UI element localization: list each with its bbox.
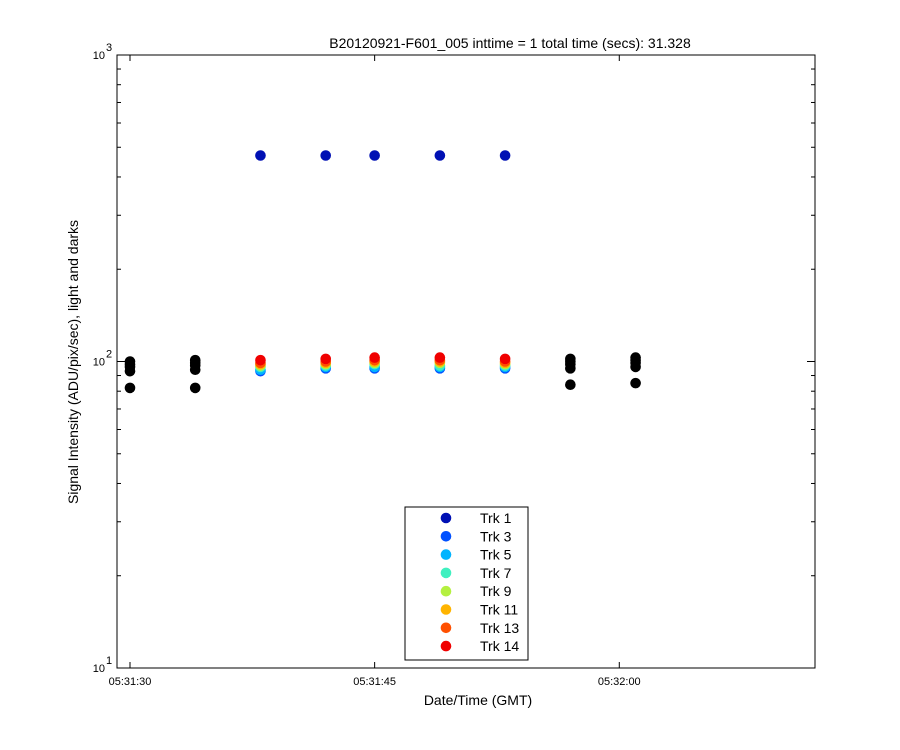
legend-marker <box>440 585 452 597</box>
legend-label: Trk 14 <box>480 638 519 654</box>
legend-marker <box>440 549 452 560</box>
legend-marker <box>440 640 452 652</box>
series-trk-14 <box>255 352 511 366</box>
data-point <box>320 150 332 161</box>
data-point <box>565 379 576 391</box>
x-tick-label: 05:32:00 <box>598 676 641 688</box>
y-tick-exponent: 1 <box>106 655 112 667</box>
legend-label: Trk 9 <box>480 583 512 599</box>
data-point <box>369 352 380 363</box>
data-point <box>255 150 266 161</box>
data-point <box>189 382 201 394</box>
legend-label: Trk 13 <box>480 620 519 636</box>
data-point <box>189 354 201 366</box>
data-point <box>124 382 136 394</box>
data-point <box>124 356 136 367</box>
x-axis-label: Date/Time (GMT) <box>424 692 532 708</box>
legend-label: Trk 11 <box>480 602 518 618</box>
data-point <box>630 377 641 389</box>
data-point <box>565 353 576 365</box>
x-tick-label: 05:31:30 <box>109 676 152 688</box>
y-axis-label: Signal Intensity (ADU/pix/sec), light an… <box>65 220 81 504</box>
y-tick-label: 10 <box>93 357 105 369</box>
legend-label: Trk 5 <box>480 547 512 563</box>
series-trk-1 <box>255 150 511 161</box>
data-point <box>369 150 380 161</box>
data-point <box>499 150 511 161</box>
data-point <box>434 352 446 363</box>
legend-marker <box>440 622 452 634</box>
legend-box <box>404 506 529 661</box>
chart-title: B20120921-F601_005 inttime = 1 total tim… <box>329 35 691 51</box>
legend-marker <box>440 531 452 542</box>
legend-marker <box>440 512 452 524</box>
legend-label: Trk 3 <box>480 528 512 544</box>
data-point <box>499 353 511 365</box>
legend-label: Trk 7 <box>480 565 512 581</box>
data-point <box>434 150 446 161</box>
legend-marker <box>440 604 452 615</box>
y-tick-exponent: 2 <box>106 349 112 361</box>
data-point <box>320 353 332 365</box>
data-point <box>255 354 266 366</box>
series-unlabeled-8 <box>124 352 641 394</box>
x-tick-label: 05:31:45 <box>353 676 396 688</box>
y-tick-exponent: 3 <box>106 42 112 54</box>
y-tick-label: 10 <box>93 50 105 62</box>
legend-marker <box>440 567 452 579</box>
y-tick-label: 10 <box>93 663 105 675</box>
legend: Trk 1 Trk 3 Trk 5 Trk 7 Trk 9 Trk 11 Trk 13 Trk… <box>404 506 529 661</box>
legend-label: Trk 1 <box>480 510 512 526</box>
data-point <box>630 352 641 363</box>
